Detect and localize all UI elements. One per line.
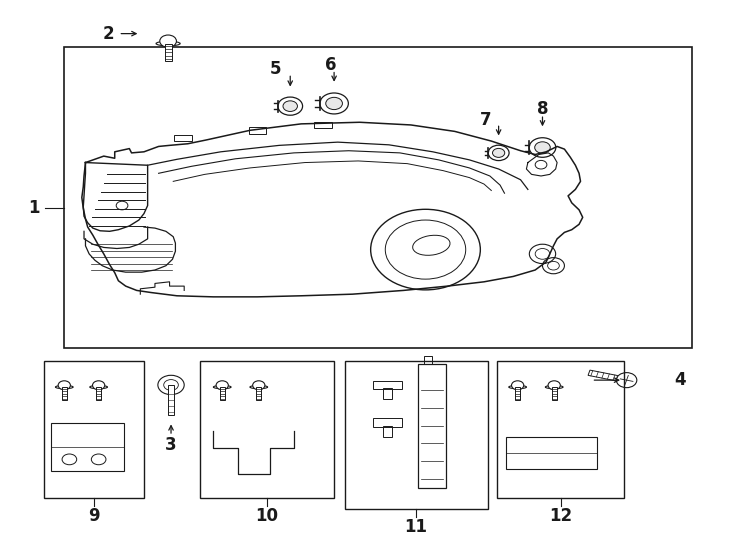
Circle shape — [529, 138, 556, 157]
Ellipse shape — [509, 386, 526, 389]
Circle shape — [283, 101, 297, 111]
Circle shape — [216, 381, 228, 390]
Bar — [506, 436, 597, 469]
Text: 8: 8 — [537, 100, 548, 118]
Bar — [552, 387, 557, 400]
Circle shape — [534, 142, 550, 153]
Bar — [314, 122, 332, 128]
Bar — [219, 387, 225, 400]
Bar — [515, 387, 520, 400]
Circle shape — [493, 148, 505, 157]
Bar — [249, 127, 266, 133]
Polygon shape — [588, 370, 617, 381]
Bar — [256, 387, 261, 400]
Text: 2: 2 — [103, 25, 115, 43]
Text: 11: 11 — [404, 518, 427, 536]
Bar — [96, 387, 101, 400]
Circle shape — [160, 35, 176, 48]
Bar — [383, 426, 392, 436]
Text: 3: 3 — [165, 436, 177, 454]
Bar — [373, 418, 402, 427]
Bar — [497, 361, 625, 498]
Circle shape — [58, 381, 70, 390]
Bar — [345, 361, 487, 509]
Circle shape — [548, 381, 560, 390]
Circle shape — [617, 373, 637, 388]
Text: 5: 5 — [270, 59, 281, 78]
Circle shape — [488, 145, 509, 160]
Bar — [44, 361, 144, 498]
Ellipse shape — [250, 386, 268, 389]
Bar — [383, 388, 392, 399]
Text: 9: 9 — [88, 507, 100, 525]
Circle shape — [158, 375, 184, 395]
Circle shape — [326, 97, 343, 110]
Circle shape — [512, 381, 524, 390]
Circle shape — [278, 97, 302, 115]
Bar — [51, 423, 124, 471]
Ellipse shape — [214, 386, 231, 389]
Bar — [200, 361, 334, 498]
Circle shape — [320, 93, 349, 114]
Circle shape — [252, 381, 265, 390]
Ellipse shape — [156, 41, 180, 46]
Ellipse shape — [545, 386, 563, 389]
Text: 10: 10 — [255, 507, 278, 525]
Ellipse shape — [56, 386, 73, 389]
Text: 1: 1 — [29, 199, 40, 217]
Bar — [62, 387, 67, 400]
Text: 4: 4 — [674, 371, 686, 389]
Bar — [424, 356, 432, 364]
Bar — [164, 44, 172, 61]
Bar — [174, 134, 192, 141]
Bar — [418, 364, 446, 488]
Text: 7: 7 — [479, 111, 491, 129]
Text: 12: 12 — [549, 507, 573, 525]
Text: 6: 6 — [324, 56, 336, 74]
Bar — [168, 385, 174, 415]
Circle shape — [92, 381, 105, 390]
Bar — [373, 381, 402, 389]
Ellipse shape — [90, 386, 107, 389]
Bar — [64, 47, 692, 348]
